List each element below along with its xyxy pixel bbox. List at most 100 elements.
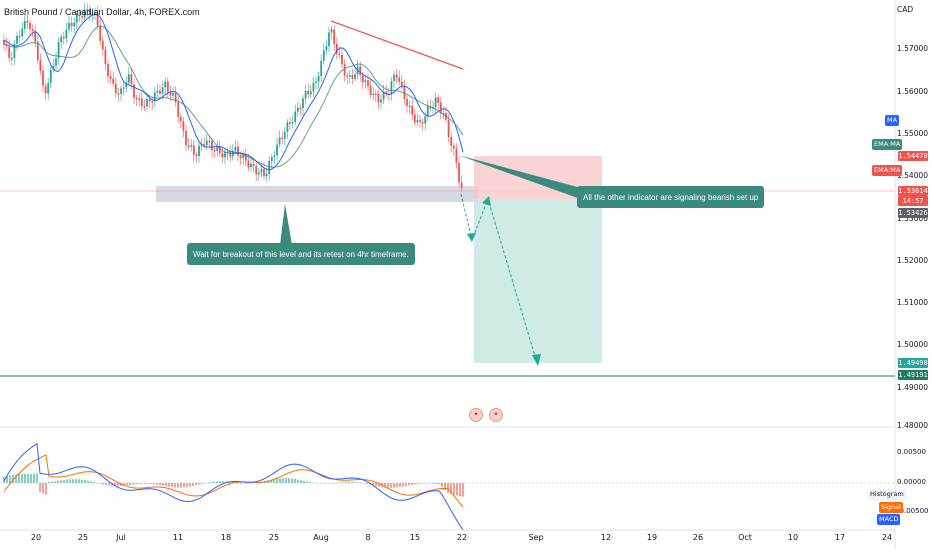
ma-line <box>3 25 464 168</box>
candle-body <box>320 60 323 76</box>
price-tag-target2: 1.49191 <box>898 370 928 380</box>
macd-histogram-bar <box>141 483 143 484</box>
bearish-note[interactable]: All the other indicator are signaling be… <box>577 186 765 208</box>
candle-body <box>263 169 265 177</box>
candle-body <box>213 150 216 152</box>
macd-histogram-bar <box>453 483 455 495</box>
candle-body <box>270 157 273 162</box>
macd-histogram-bar <box>171 483 173 488</box>
ma-badge[interactable]: MA <box>885 115 900 126</box>
macd-histogram-bar <box>408 483 410 486</box>
macd-histogram-bar <box>426 483 428 484</box>
macd-histogram-bar <box>150 483 152 484</box>
macd-histogram-bar <box>339 482 341 483</box>
candle-body <box>260 169 263 173</box>
macd-scale-label: -0.00500 <box>897 507 929 515</box>
price-tag-bottom: 1.53426 <box>898 208 928 218</box>
macd-histogram-bar <box>102 483 104 485</box>
candle-body <box>234 146 237 151</box>
macd-histogram-bar <box>450 483 452 494</box>
economic-event-icon[interactable]: ✦ <box>469 408 483 422</box>
macd-histogram-bar <box>291 478 293 483</box>
candle-body <box>421 121 424 124</box>
ema-ma-badge[interactable]: EMA:MA <box>872 139 903 150</box>
candle-body <box>174 93 177 103</box>
candle-body <box>382 91 385 100</box>
macd-histogram-bar <box>174 483 176 488</box>
candle-body <box>299 107 302 110</box>
candle-body <box>62 36 65 39</box>
macd-histogram-bar <box>243 483 245 484</box>
candle-body <box>47 82 50 94</box>
candle-body <box>239 155 242 158</box>
price-label: 1.57000 <box>897 44 929 53</box>
candle-body <box>351 75 354 79</box>
candle-body <box>127 74 130 83</box>
breakout-note[interactable]: Wait for breakout of this level and its … <box>187 243 415 265</box>
signal-line <box>3 454 464 508</box>
candle-body <box>159 90 161 94</box>
macd-histogram-bar <box>48 481 50 483</box>
macd-histogram-bar <box>96 482 98 484</box>
price-label: 1.55000 <box>897 129 929 138</box>
candle-body <box>125 82 128 88</box>
candle-body <box>172 93 174 96</box>
candle-body <box>44 85 47 94</box>
candle-body <box>460 182 463 188</box>
macd-histogram-bar <box>132 483 134 485</box>
macd-histogram-bar <box>210 482 212 483</box>
candle-body <box>5 44 8 47</box>
macd-histogram-bar <box>237 482 239 484</box>
macd-histogram-bar <box>69 479 71 483</box>
macd-histogram-bar <box>177 483 179 488</box>
candle-body <box>3 40 5 45</box>
macd-histogram-bar <box>99 483 101 484</box>
candle-body <box>333 29 336 45</box>
macd-histogram-bar <box>168 483 170 487</box>
candle-body <box>338 53 341 56</box>
candle-body <box>13 43 16 59</box>
macd-histogram-bar <box>222 481 224 483</box>
macd-histogram-bar <box>216 481 218 483</box>
candle-body <box>385 91 388 94</box>
ema-ma-badge-2[interactable]: EMA:MA <box>872 165 903 176</box>
candle-body <box>203 143 206 146</box>
macd-histogram-bar <box>33 473 35 483</box>
candle-body <box>112 78 115 84</box>
macd-histogram-bar <box>324 483 326 484</box>
macd-histogram-bar <box>207 482 209 484</box>
macd-histogram-bar <box>360 482 362 484</box>
currency-label: CAD <box>897 5 914 14</box>
candle-body <box>99 25 102 41</box>
candle-body <box>221 153 224 158</box>
candle-body <box>442 112 445 115</box>
candle-body <box>289 122 291 124</box>
macd-histogram-bar <box>159 483 161 486</box>
candle-body <box>426 106 429 117</box>
macd-histogram-bar <box>288 478 290 483</box>
candle-body <box>146 99 148 107</box>
time-tick: 11 <box>172 533 184 542</box>
macd-histogram-bar <box>303 480 305 483</box>
signal-badge[interactable]: Signal <box>879 502 903 513</box>
candle-body <box>380 99 382 103</box>
macd-histogram-bar <box>372 483 374 486</box>
macd-histogram-bar <box>39 483 41 493</box>
candle-body <box>315 81 317 83</box>
macd-histogram-bar <box>309 482 311 483</box>
price-label: 1.51000 <box>897 298 929 307</box>
macd-histogram-bar <box>90 481 92 483</box>
macd-histogram-bar <box>435 483 437 484</box>
macd-histogram-bar <box>42 483 44 494</box>
symbol-title: British Pound / Canadian Dollar, 4h, FOR… <box>4 7 200 17</box>
candle-body <box>237 146 239 156</box>
macd-badge[interactable]: MACD <box>877 514 901 525</box>
time-tick: Sep <box>528 533 544 542</box>
histogram-badge[interactable]: Histogram <box>868 489 906 500</box>
economic-event-icon-2[interactable]: ✦ <box>489 408 503 422</box>
take-profit-zone <box>474 199 602 363</box>
candle-body <box>151 100 154 103</box>
price-label: 1.53000 <box>897 214 929 223</box>
